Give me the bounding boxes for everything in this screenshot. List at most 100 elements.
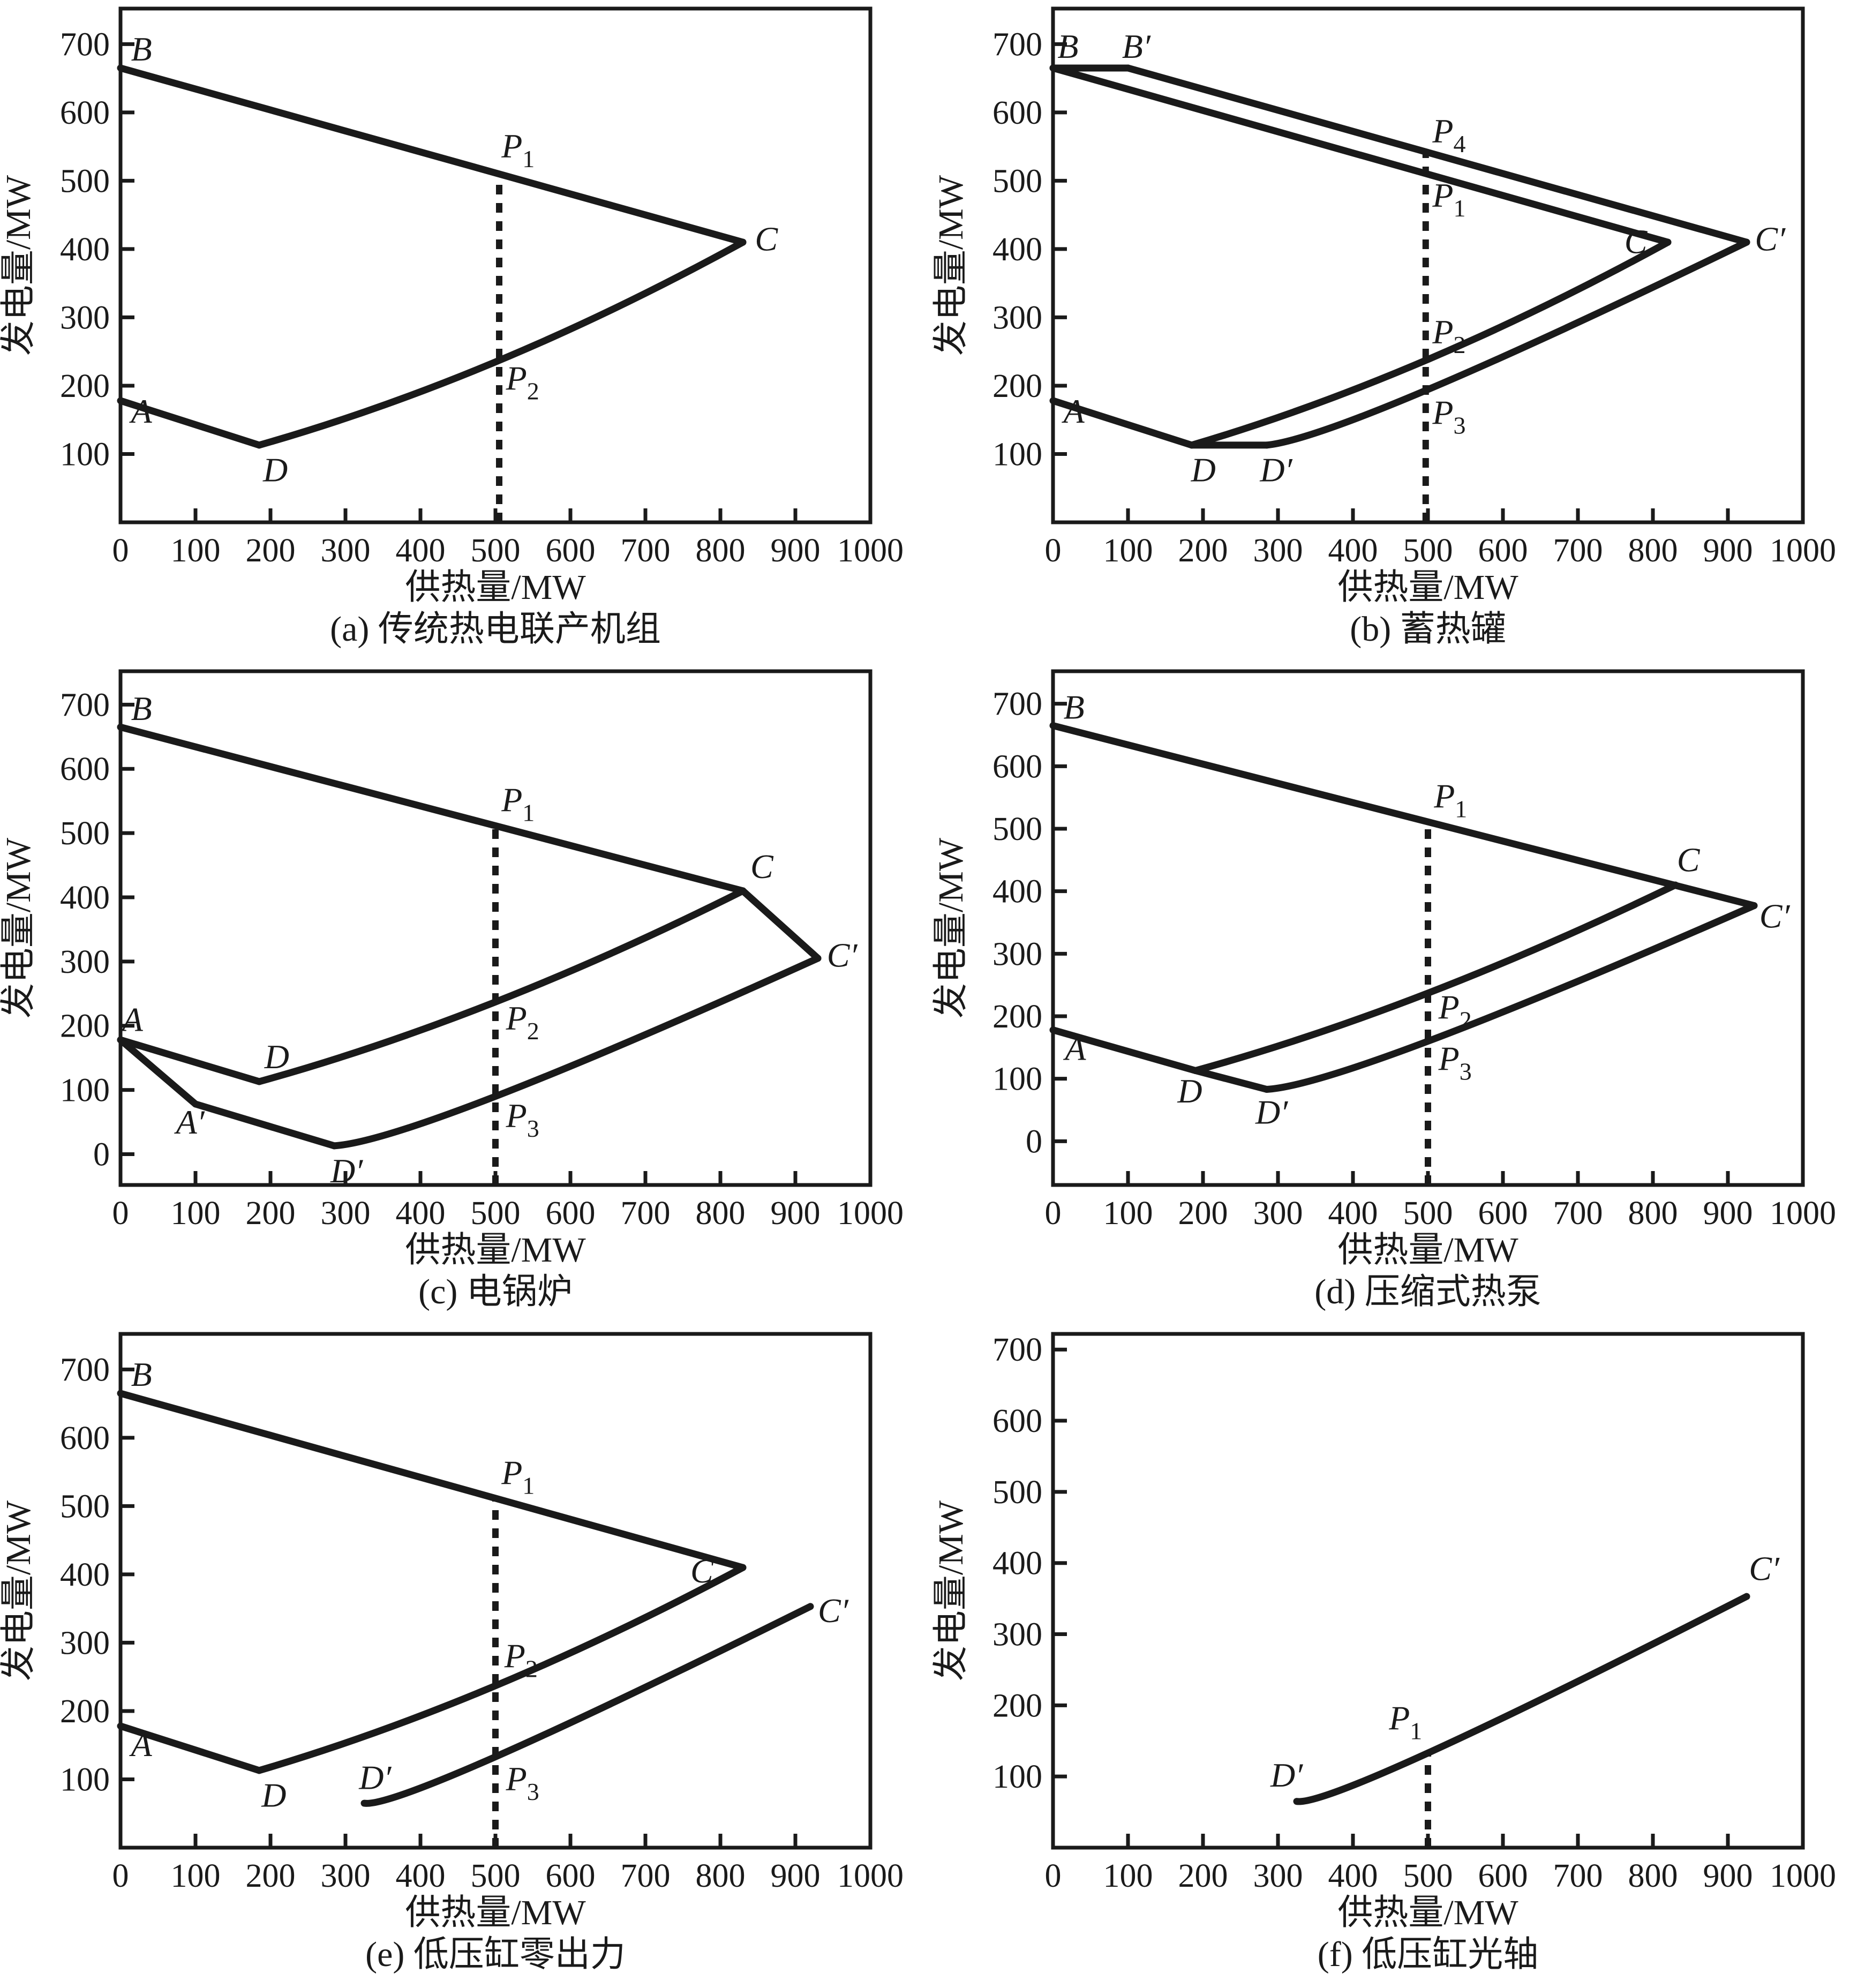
series-D-C [255, 1564, 747, 1774]
point-label-A: A [1062, 392, 1085, 430]
series-D'-C' [1263, 902, 1758, 1093]
point-label-subscript: 1 [522, 1472, 535, 1499]
x-tick-label: 100 [1103, 532, 1153, 569]
series-A-D [117, 397, 263, 449]
y-tick-label: 200 [60, 368, 110, 404]
y-axis-title: 发电量/MW [932, 1500, 971, 1681]
x-tick-label: 200 [246, 532, 296, 569]
plot-canvas-c: 0 100 200 300 400 500 600 700 800 900 1000 0 100 200 3… [0, 669, 904, 1311]
x-tick-label: 0 [112, 1858, 129, 1894]
x-tick-label: 200 [246, 1858, 296, 1894]
x-axis-title: 供热量/MW [405, 1893, 586, 1932]
series-D'-C' [360, 1603, 814, 1807]
point-label-C′: C′ [1755, 220, 1786, 258]
x-tick-label: 500 [1403, 1858, 1453, 1894]
subplot-f: 0 100 200 300 400 500 600 700 800 900 1000 100 200 30… [932, 1325, 1865, 1988]
point-label-A′: A′ [174, 1103, 205, 1141]
point-label-subscript: 2 [525, 1655, 538, 1682]
point-label-C′: C′ [818, 1592, 849, 1630]
series-B'-C' [1124, 64, 1750, 246]
x-tick-label: 0 [112, 1195, 129, 1232]
x-tick-label: 700 [1553, 1195, 1603, 1232]
series-D-C [255, 238, 747, 449]
x-tick-label: 500 [471, 1195, 521, 1232]
subplot-caption: (d) 压缩式热泵 [1314, 1272, 1541, 1311]
series-B-C-C' [1049, 722, 1758, 909]
point-label-D: D [261, 1776, 286, 1814]
x-tick-label: 400 [396, 1195, 446, 1232]
x-tick-label: 100 [171, 532, 221, 569]
x-tick-label: 800 [1628, 532, 1678, 569]
point-label-subscript: 2 [527, 1017, 539, 1045]
y-axis-title: 发电量/MW [932, 837, 971, 1018]
subplot-a: 0 100 200 300 400 500 600 700 800 900 1000 100 200 30… [0, 0, 932, 663]
y-tick-label: 100 [60, 436, 110, 472]
x-tick-label: 300 [321, 1195, 371, 1232]
x-tick-label: 400 [1328, 1195, 1378, 1232]
point-label-A: A [1063, 1030, 1086, 1068]
x-axis-title: 供热量/MW [405, 1231, 586, 1270]
x-tick-label: 200 [246, 1195, 296, 1232]
x-tick-label: 900 [771, 532, 821, 569]
x-tick-label: 700 [1553, 1858, 1603, 1894]
y-tick-label: 700 [60, 687, 110, 723]
series-D-D' [1192, 1067, 1270, 1093]
series-B-C [1049, 64, 1672, 246]
x-tick-label: 600 [1478, 1858, 1528, 1894]
x-tick-label: 600 [546, 532, 596, 569]
point-label-B: B [131, 1355, 152, 1393]
x-tick-label: 800 [696, 532, 746, 569]
series-A-D [1049, 397, 1195, 449]
y-tick-label: 200 [992, 999, 1042, 1035]
point-label-subscript: 3 [1460, 1057, 1472, 1085]
x-tick-label: 900 [1703, 532, 1753, 569]
point-label-subscript: 1 [1410, 1717, 1422, 1745]
point-label-B: B [131, 689, 152, 727]
x-tick-label: 500 [471, 1858, 521, 1894]
point-label-subscript: 3 [527, 1778, 539, 1805]
x-tick-label: 300 [1253, 1195, 1303, 1232]
subplot-d: 0 100 200 300 400 500 600 700 800 900 1000 0 100 200 3… [932, 663, 1865, 1325]
x-tick-label: 1000 [837, 1195, 904, 1232]
x-tick-label: 300 [1253, 1858, 1303, 1894]
y-tick-label: 600 [992, 95, 1042, 131]
y-tick-label: 500 [60, 163, 110, 199]
y-tick-label: 500 [992, 163, 1042, 199]
x-tick-label: 900 [771, 1195, 821, 1232]
point-label-subscript: 3 [1453, 411, 1465, 439]
x-tick-label: 400 [1328, 532, 1378, 569]
point-label-D′: D′ [358, 1758, 392, 1796]
x-tick-label: 900 [1703, 1858, 1753, 1894]
subplot-caption: (a) 传统热电联产机组 [330, 610, 661, 649]
point-label-D: D [262, 451, 288, 489]
x-tick-label: 300 [321, 1858, 371, 1894]
x-tick-label: 500 [1403, 1195, 1453, 1232]
y-tick-label: 300 [992, 936, 1042, 972]
series-B-C [117, 723, 747, 895]
y-tick-label: 100 [992, 1061, 1042, 1098]
x-tick-label: 600 [546, 1858, 596, 1894]
y-tick-label: 100 [60, 1761, 110, 1798]
point-label-C′: C′ [827, 936, 858, 974]
x-tick-label: 500 [471, 532, 521, 569]
subplot-b: 0 100 200 300 400 500 600 700 800 900 1000 100 200 30… [932, 0, 1865, 663]
x-tick-label: 600 [546, 1195, 596, 1232]
y-tick-label: 400 [60, 880, 110, 916]
x-axis-title: 供热量/MW [1337, 1231, 1518, 1270]
point-label-subscript: 2 [527, 378, 539, 405]
y-tick-label: 400 [60, 231, 110, 268]
y-tick-label: 500 [992, 1474, 1042, 1511]
point-label-D: D [264, 1038, 289, 1076]
y-tick-label: 600 [992, 1403, 1042, 1439]
x-tick-label: 200 [1178, 1858, 1228, 1894]
x-tick-label: 100 [1103, 1195, 1153, 1232]
y-tick-label: 300 [992, 299, 1042, 336]
x-tick-label: 0 [1045, 1195, 1062, 1232]
plot-border [118, 6, 873, 524]
x-tick-label: 100 [171, 1195, 221, 1232]
y-tick-label: 100 [60, 1072, 110, 1109]
point-label-P1: P1 [501, 781, 535, 826]
y-tick-label: 300 [60, 299, 110, 336]
series-B-C [117, 64, 747, 246]
